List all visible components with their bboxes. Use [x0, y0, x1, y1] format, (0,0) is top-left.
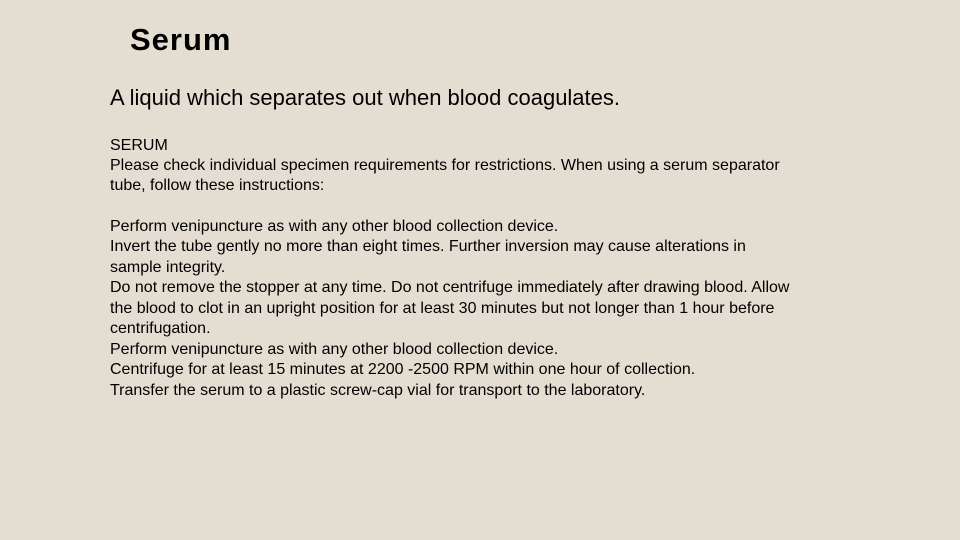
body-intro: SERUMPlease check individual specimen re…	[110, 136, 790, 197]
body-instructions: Perform venipuncture as with any other b…	[110, 217, 790, 401]
slide-container: Serum A liquid which separates out when …	[0, 0, 960, 540]
definition-text: A liquid which separates out when blood …	[110, 84, 630, 112]
body-section: SERUMPlease check individual specimen re…	[110, 136, 790, 402]
slide-title: Serum	[130, 22, 850, 58]
